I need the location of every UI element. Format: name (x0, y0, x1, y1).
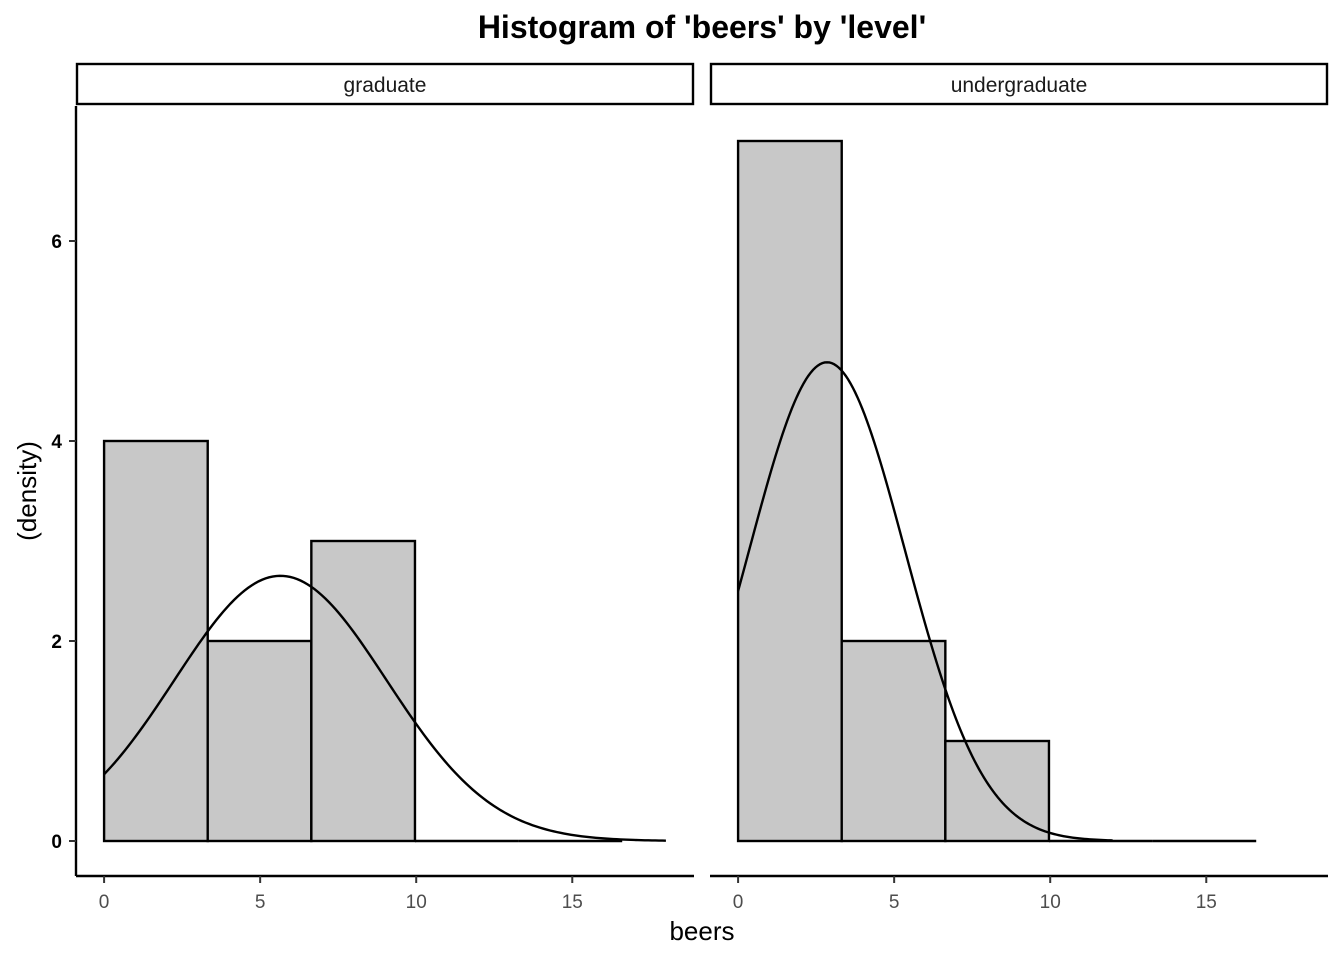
x-tick-label: 10 (406, 892, 427, 913)
facet-panel-undergraduate: undergraduate 0 5 10 15 (709, 62, 1329, 913)
x-tick-label: 15 (1196, 892, 1217, 913)
chart-title: Histogram of 'beers' by 'level' (478, 9, 926, 45)
facet-panel-graduate: graduate 0 5 10 15 0 2 4 6 (51, 62, 695, 913)
x-tick-label: 5 (889, 892, 900, 913)
facet-strip-label: undergraduate (951, 74, 1088, 97)
facet-panels: graduate 0 5 10 15 0 2 4 6 undergraduate 0 5 10 15 (51, 62, 1329, 913)
histogram-bar (102, 439, 209, 843)
x-tick-label: 10 (1040, 892, 1061, 913)
histogram-bar (736, 139, 843, 843)
histogram-bar (310, 539, 417, 843)
histogram-bar (840, 639, 947, 843)
x-tick-label: 15 (562, 892, 583, 913)
x-axis-title: beers (669, 916, 734, 946)
x-tick-label: 0 (99, 892, 110, 913)
facet-strip-label: graduate (344, 74, 427, 97)
y-axis-title: (density) (12, 441, 42, 541)
facet-strip (709, 62, 1329, 106)
y-tick-label: 4 (51, 432, 62, 453)
facet-strip (75, 62, 695, 106)
x-tick-label: 5 (255, 892, 266, 913)
y-tick-label: 2 (51, 632, 62, 653)
normal-density-curve (736, 361, 1113, 842)
histogram-bar (206, 639, 313, 843)
normal-density-curve (103, 574, 666, 842)
x-tick-label: 0 (733, 892, 744, 913)
y-tick-label: 0 (51, 832, 62, 853)
y-tick-label: 6 (51, 232, 62, 253)
